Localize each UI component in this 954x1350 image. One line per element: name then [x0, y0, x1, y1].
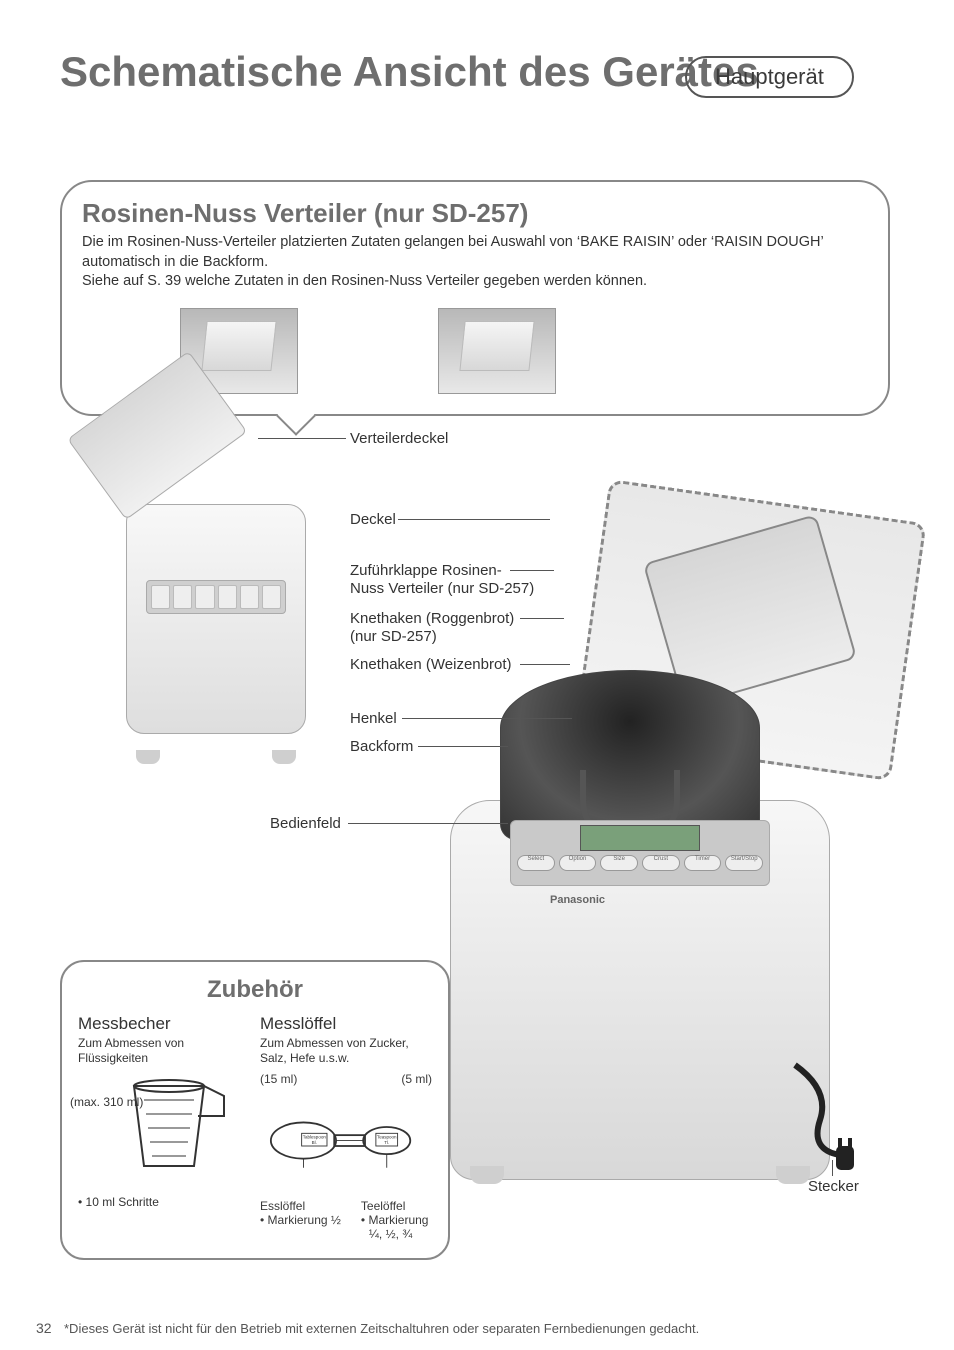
- label-stecker: Stecker: [808, 1178, 859, 1195]
- leader-line: [348, 823, 508, 824]
- leader-line: [418, 746, 508, 747]
- cup-max-note: (max. 310 ml): [70, 1095, 242, 1109]
- panel-btn: Option: [559, 855, 597, 871]
- spoon-heading: Messlöffel: [260, 1014, 432, 1034]
- page-number: 32: [36, 1320, 52, 1336]
- cup-sub: Zum Abmessen von Flüssigkeiten: [78, 1036, 250, 1066]
- label-knethaken-roggen-2: (nur SD-257): [350, 628, 437, 645]
- accessory-title: Zubehör: [78, 976, 432, 1004]
- leader-line: [402, 718, 572, 719]
- spoon-small-ml: (5 ml): [401, 1072, 432, 1086]
- section-pill: Hauptgerät: [685, 56, 854, 98]
- panel-btn: Size: [600, 855, 638, 871]
- leader-line: [520, 618, 564, 619]
- power-cord-icon: [790, 1060, 870, 1180]
- spoon-sub: Zum Abmessen von Zucker, Salz, Hefe u.s.…: [260, 1036, 432, 1066]
- spoon-big-name: Esslöffel: [260, 1199, 341, 1213]
- thumbnail-row: [180, 308, 556, 394]
- svg-text:Tablespoon: Tablespoon: [303, 1135, 327, 1140]
- cup-heading: Messbecher: [78, 1014, 250, 1034]
- leader-line: [398, 519, 550, 520]
- page-title: Schematische Ansicht des Gerätes: [60, 48, 759, 96]
- svg-text:Bl.: Bl.: [312, 1140, 317, 1145]
- callout-title: Rosinen-Nuss Verteiler (nur SD-257): [82, 198, 868, 229]
- callout-text-1: Die im Rosinen-Nuss-Verteiler platzierte…: [82, 233, 868, 272]
- accessory-box: Zubehör Messbecher Zum Abmessen von Flüs…: [60, 960, 450, 1260]
- measuring-spoon-icon: Tablespoon Bl. Teaspoon Tl.: [260, 1086, 432, 1206]
- lcd-icon: [580, 825, 700, 851]
- measuring-cup-column: Messbecher Zum Abmessen von Flüssigkeite…: [78, 1014, 250, 1241]
- panel-btn: Crust: [642, 855, 680, 871]
- spoon-small-mark-2: ¼, ½, ¾: [369, 1227, 429, 1241]
- label-verteilerdeckel: Verteilerdeckel: [350, 430, 448, 447]
- panel-btn: Start/Stop: [725, 855, 763, 871]
- label-bedienfeld: Bedienfeld: [270, 815, 341, 832]
- svg-text:Teaspoon: Teaspoon: [377, 1135, 397, 1140]
- label-zufuehr-1: Zuführklappe Rosinen-: [350, 562, 502, 579]
- spoon-small-mark-1: • Markierung: [361, 1213, 429, 1227]
- svg-text:Tl.: Tl.: [384, 1140, 389, 1145]
- footnote: *Dieses Gerät ist nicht für den Betrieb …: [64, 1321, 884, 1336]
- spoon-big-ml: (15 ml): [260, 1072, 297, 1086]
- label-knethaken-roggen-1: Knethaken (Roggenbrot): [350, 610, 514, 627]
- label-backform: Backform: [350, 738, 413, 755]
- measuring-cup-icon: [78, 1066, 250, 1186]
- measuring-spoon-column: Messlöffel Zum Abmessen von Zucker, Salz…: [260, 1014, 432, 1241]
- brand-label: Panasonic: [550, 894, 605, 906]
- leader-line: [520, 664, 570, 665]
- leader-line: [510, 570, 554, 571]
- panel-btn: Timer: [684, 855, 722, 871]
- spoon-big-mark: • Markierung ½: [260, 1213, 341, 1227]
- product-closed-image: [126, 420, 336, 760]
- callout-text-2: Siehe auf S. 39 welche Zutaten in den Ro…: [82, 272, 868, 292]
- panel-btn: Select: [517, 855, 555, 871]
- label-henkel: Henkel: [350, 710, 397, 727]
- leader-line: [832, 1160, 833, 1176]
- thumb-hand-fill: [438, 308, 556, 394]
- cup-step-note: • 10 ml Schritte: [78, 1195, 250, 1209]
- label-zufuehr-2: Nuss Verteiler (nur SD-257): [350, 580, 534, 597]
- leader-line: [258, 438, 346, 439]
- spoon-small-name: Teelöffel: [361, 1199, 429, 1213]
- label-deckel: Deckel: [350, 511, 396, 528]
- label-knethaken-weizen: Knethaken (Weizenbrot): [350, 656, 511, 673]
